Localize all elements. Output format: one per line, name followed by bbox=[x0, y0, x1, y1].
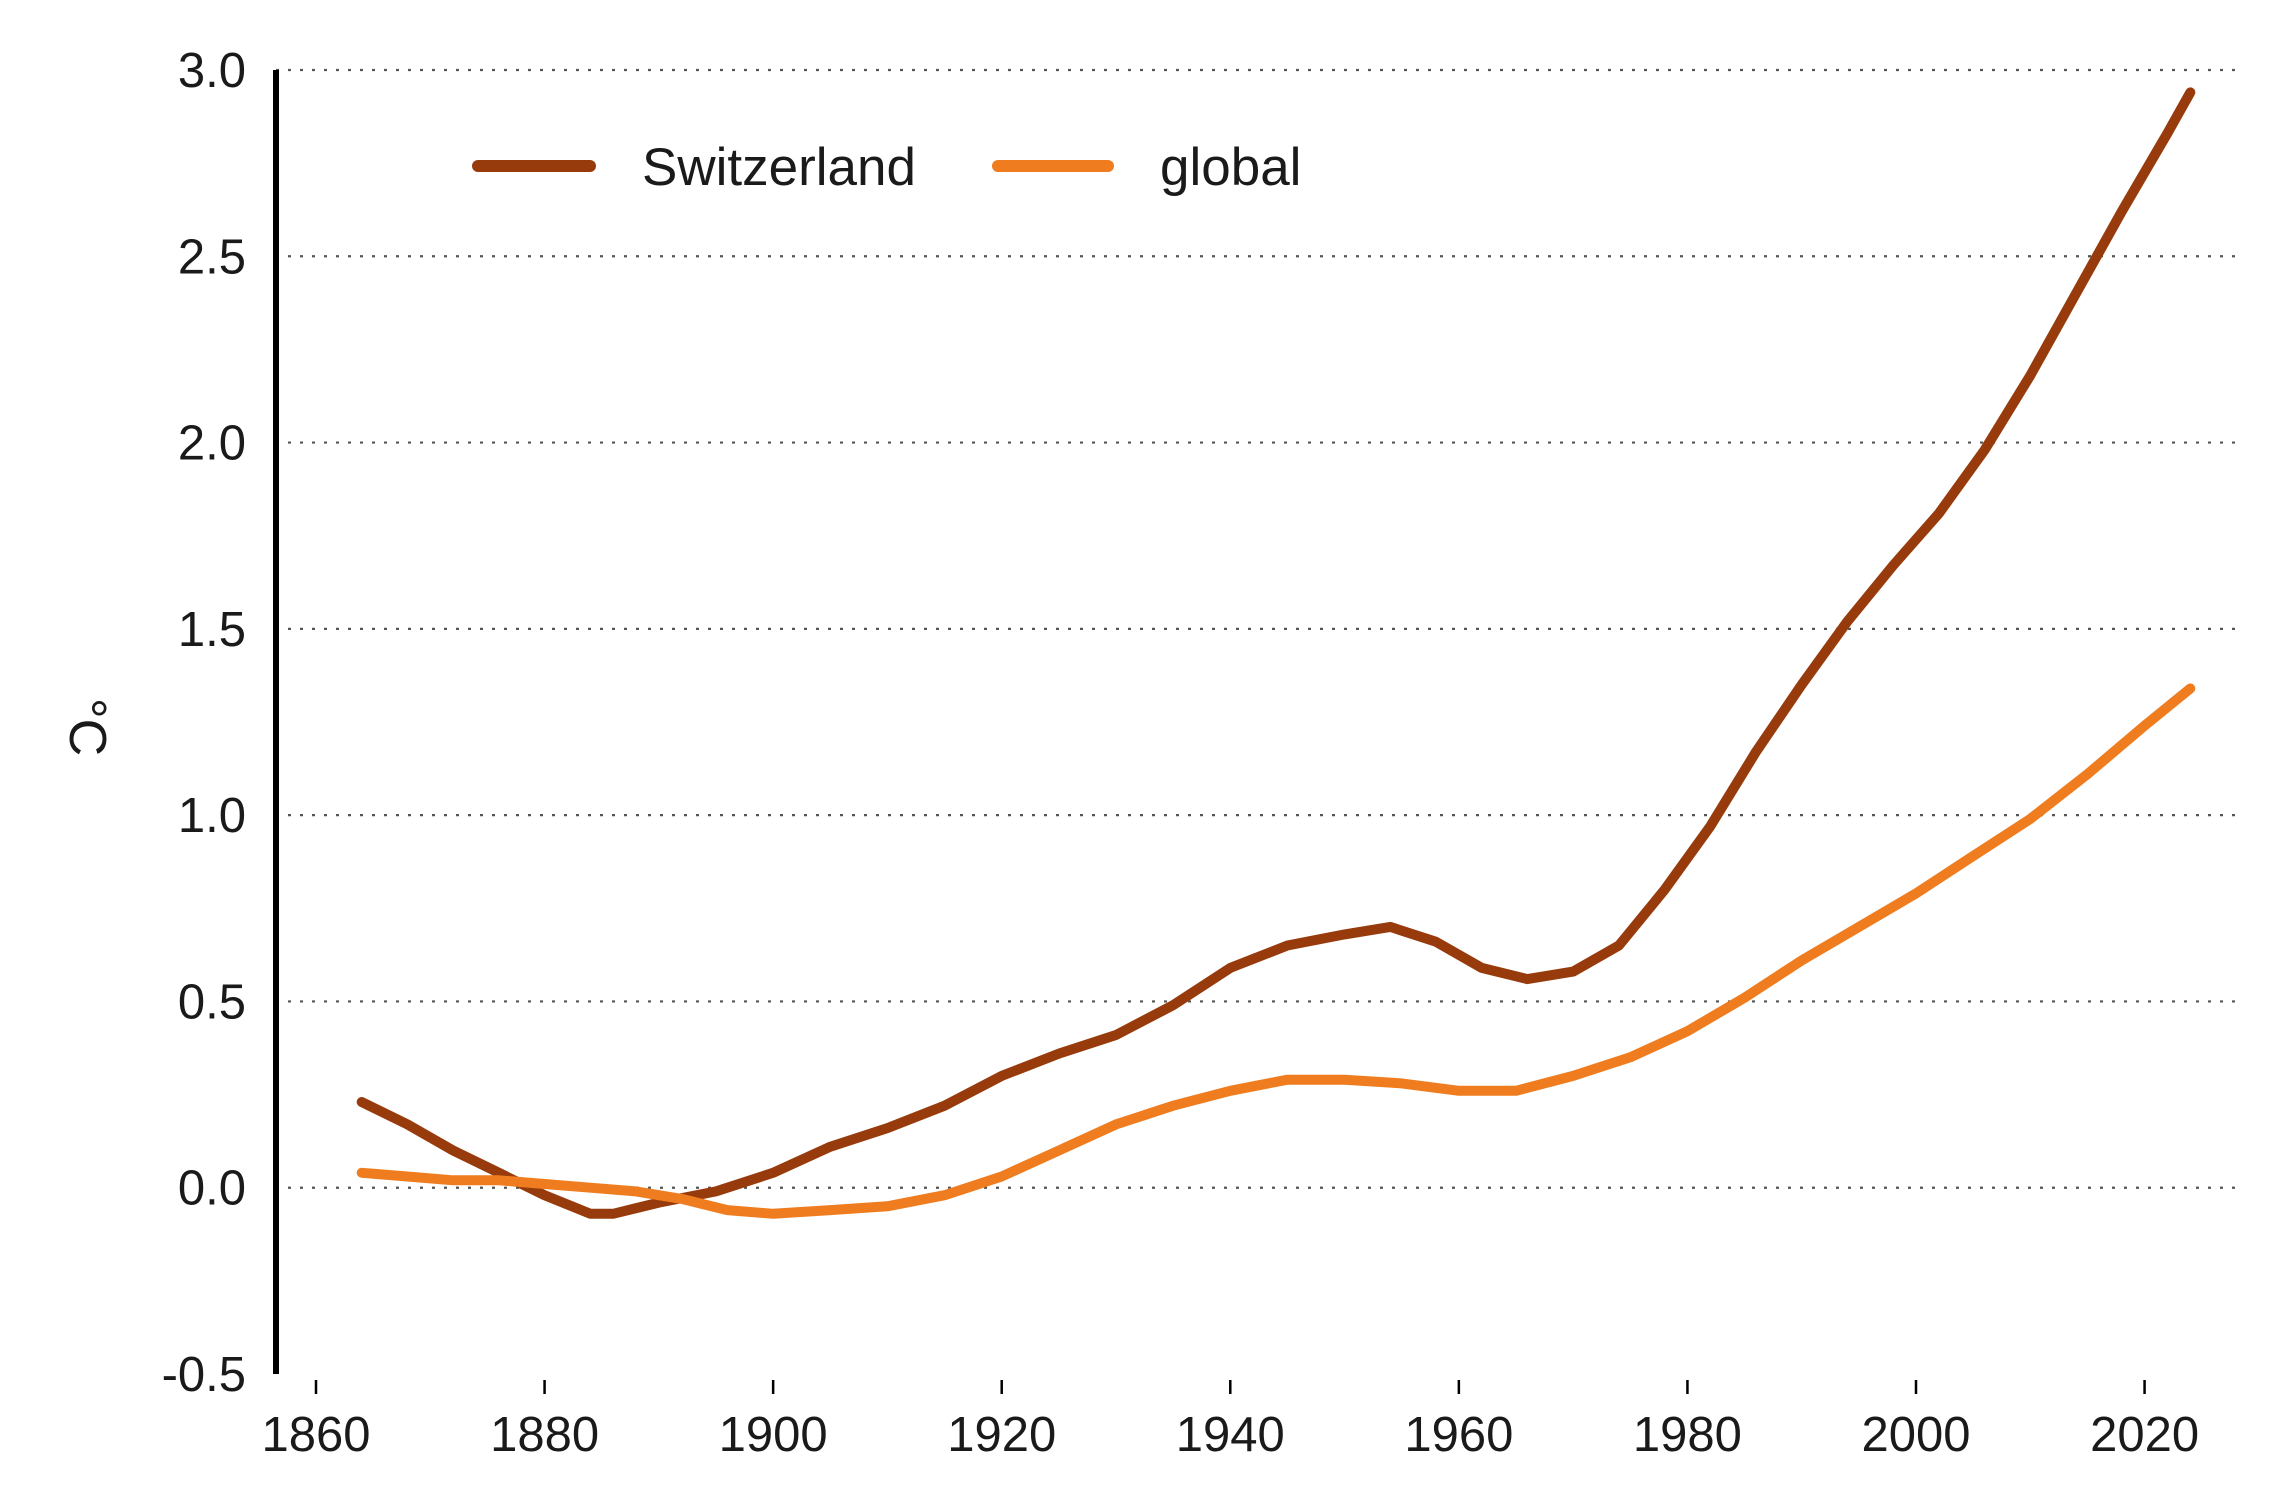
series-line-switzerland bbox=[356, 87, 2196, 1219]
legend-label-switzerland: Switzerland bbox=[642, 138, 916, 197]
x-tick-label: 1940 bbox=[1176, 1408, 1285, 1462]
y-tick-label: -0.5 bbox=[162, 1348, 246, 1402]
x-tick-label: 2020 bbox=[2090, 1408, 2199, 1462]
legend: Switzerland global bbox=[472, 138, 1301, 197]
y-tick-label: 1.5 bbox=[178, 603, 246, 657]
grid-lines bbox=[276, 68, 2236, 1189]
y-tick-label: 1.0 bbox=[178, 789, 246, 843]
legend-label-global: global bbox=[1160, 138, 1301, 197]
y-tick-label: 2.5 bbox=[178, 230, 246, 284]
y-tick-label: 2.0 bbox=[178, 417, 246, 471]
x-tick-label: 1900 bbox=[719, 1408, 828, 1462]
x-tick-label: 1920 bbox=[947, 1408, 1056, 1462]
y-axis-title: °C bbox=[58, 698, 116, 756]
y-tick-label: 0.0 bbox=[178, 1162, 246, 1216]
y-tick-label: 0.5 bbox=[178, 975, 246, 1029]
x-tick-label: 1880 bbox=[490, 1408, 599, 1462]
x-tick-label: 1980 bbox=[1633, 1408, 1742, 1462]
series-lines bbox=[356, 87, 2196, 1219]
x-tick-label: 1960 bbox=[1404, 1408, 1513, 1462]
x-tick-label: 1860 bbox=[261, 1408, 370, 1462]
axes: 3.0 2.5 2.0 1.5 1.0 0.5 0.0 -0.5 1860 1880 1900 192… bbox=[162, 44, 2200, 1462]
series-line-global bbox=[356, 683, 2196, 1219]
y-tick-label: 3.0 bbox=[178, 44, 246, 98]
x-tick-label: 2000 bbox=[1861, 1408, 1970, 1462]
